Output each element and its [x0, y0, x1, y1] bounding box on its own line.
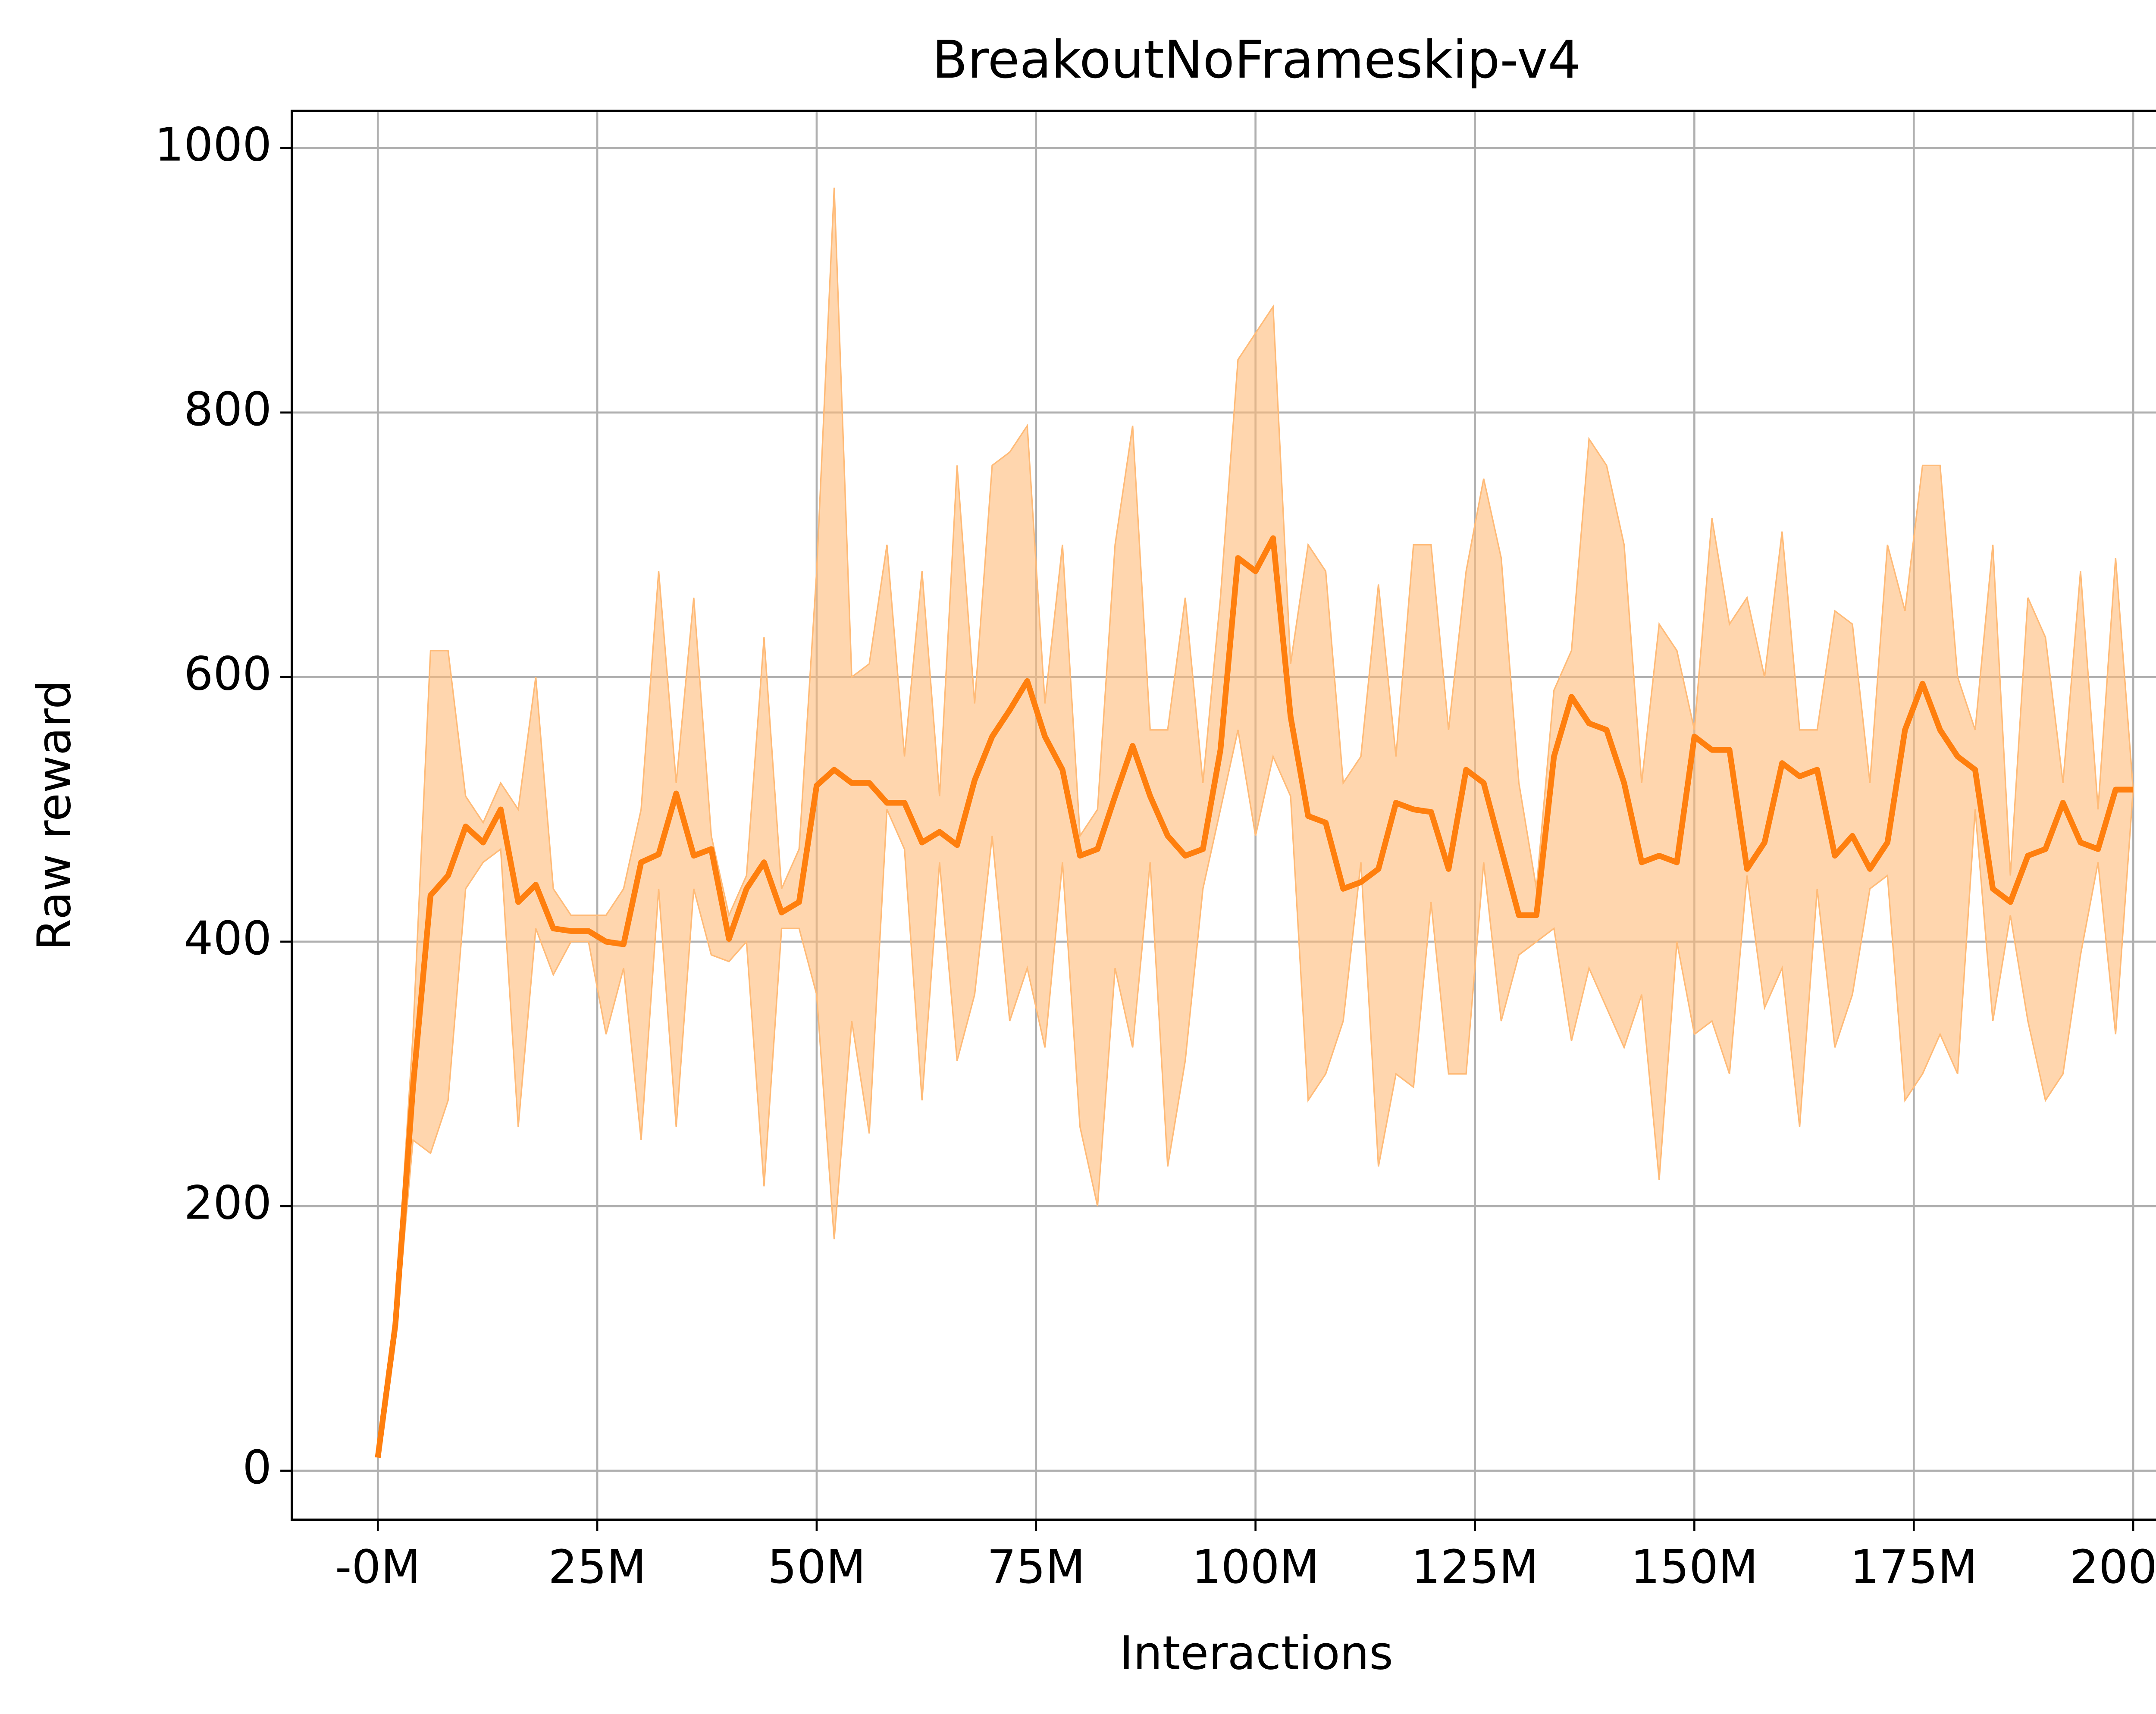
x-tick-label: 25M — [548, 1541, 646, 1594]
y-tick-label: 0 — [242, 1441, 272, 1495]
x-tick-label: 75M — [987, 1541, 1085, 1594]
y-tick-label: 600 — [184, 648, 272, 701]
chart-title: BreakoutNoFrameskip-v4 — [932, 30, 1581, 90]
x-tick-label: 50M — [768, 1541, 866, 1594]
x-tick-label: 100M — [1192, 1541, 1319, 1594]
x-axis-label: Interactions — [1120, 1626, 1393, 1680]
y-tick-label: 1000 — [155, 118, 272, 172]
y-tick-label: 800 — [184, 383, 272, 436]
y-axis-label: Raw reward — [28, 680, 81, 951]
ticks: -0M 25M 50M 75M 100M 125M 150M 175M 200M 0 200 400 6… — [155, 118, 2156, 1594]
plot-area — [375, 188, 2134, 1458]
x-tick-label: 125M — [1411, 1541, 1539, 1594]
y-tick-label: 400 — [184, 912, 272, 965]
x-tick-label: 150M — [1631, 1541, 1758, 1594]
y-tick-label: 200 — [184, 1177, 272, 1230]
x-tick-label: -0M — [335, 1541, 420, 1594]
x-tick-label: 175M — [1850, 1541, 1977, 1594]
x-tick-label: 200M — [2069, 1541, 2156, 1594]
line — [375, 535, 2133, 1458]
